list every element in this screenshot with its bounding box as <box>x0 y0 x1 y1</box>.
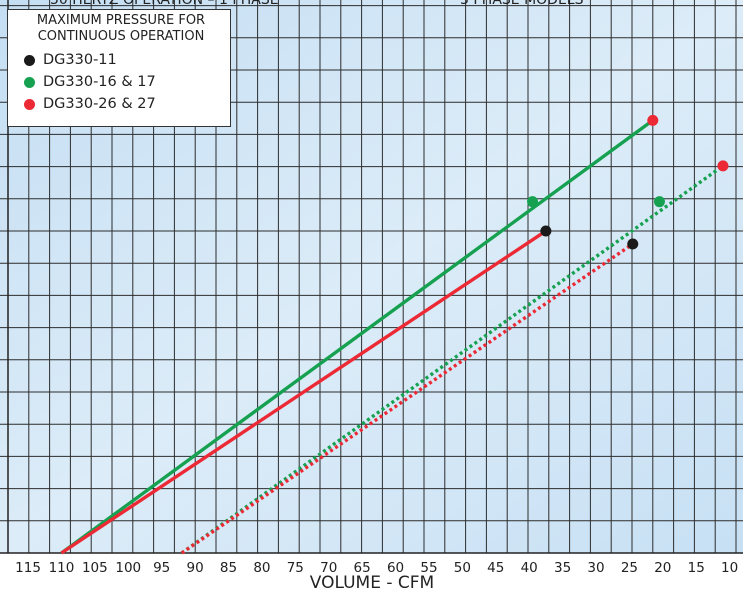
legend-item-label: DG330-16 & 17 <box>43 74 156 90</box>
legend-item: DG330-11 <box>18 49 224 71</box>
data-marker-2 <box>540 225 552 237</box>
legend-item: DG330-26 & 27 <box>18 93 224 115</box>
x-tick-label: 80 <box>253 560 270 576</box>
x-tick-label: 15 <box>688 560 705 576</box>
series-line-solid-1 <box>60 229 547 555</box>
x-tick-label: 40 <box>521 560 538 576</box>
data-markers <box>527 114 729 250</box>
x-tick-label: 105 <box>82 560 108 576</box>
x-tick-label: 70 <box>320 560 337 576</box>
legend-dot-icon <box>24 76 35 88</box>
x-tick-label: 25 <box>621 560 638 576</box>
header-left-text: 50 HERTZ OPERATION – 1 PHASE <box>50 0 279 8</box>
series-line-dotted-3 <box>180 242 634 555</box>
legend-item-label: DG330-26 & 27 <box>43 96 156 112</box>
x-tick-label: 45 <box>487 560 504 576</box>
x-tick-label: 110 <box>49 560 75 576</box>
x-tick-label: 20 <box>654 560 671 576</box>
header-right-text: 3 PHASE MODELS <box>460 0 584 8</box>
legend-dot-icon <box>24 54 35 66</box>
series-line-solid-0 <box>60 118 654 555</box>
legend: MAXIMUM PRESSURE FOR CONTINUOUS OPERATIO… <box>7 9 231 127</box>
x-tick-label: 30 <box>587 560 604 576</box>
x-tick-label: 65 <box>354 560 371 576</box>
x-tick-label: 10 <box>721 560 738 576</box>
series-line-dotted-2 <box>180 164 724 555</box>
x-tick-labels: 115 110 105 100 95 90 85 80 75 70 65 60 55 50 45 40 35 30… <box>15 560 738 576</box>
x-tick-label: 95 <box>153 560 170 576</box>
legend-item-label: DG330-11 <box>43 52 117 68</box>
x-tick-label: 115 <box>15 560 41 576</box>
legend-dot-icon <box>24 98 35 110</box>
x-tick-label: 75 <box>287 560 304 576</box>
x-axis-label: VOLUME - CFM <box>310 573 434 593</box>
x-tick-label: 85 <box>220 560 237 576</box>
data-marker-3 <box>717 160 729 172</box>
data-marker-0 <box>647 114 659 126</box>
x-tick-label: 100 <box>115 560 141 576</box>
legend-item: DG330-16 & 17 <box>18 71 224 93</box>
data-series <box>60 118 724 555</box>
data-marker-4 <box>653 196 665 208</box>
x-tick-label: 50 <box>454 560 471 576</box>
data-marker-1 <box>527 196 539 208</box>
legend-title: MAXIMUM PRESSURE FOR CONTINUOUS OPERATIO… <box>36 13 206 44</box>
x-tick-label: 55 <box>420 560 437 576</box>
x-tick-label: 35 <box>554 560 571 576</box>
data-marker-5 <box>627 238 639 250</box>
x-tick-label: 90 <box>186 560 203 576</box>
x-tick-label: 60 <box>387 560 404 576</box>
